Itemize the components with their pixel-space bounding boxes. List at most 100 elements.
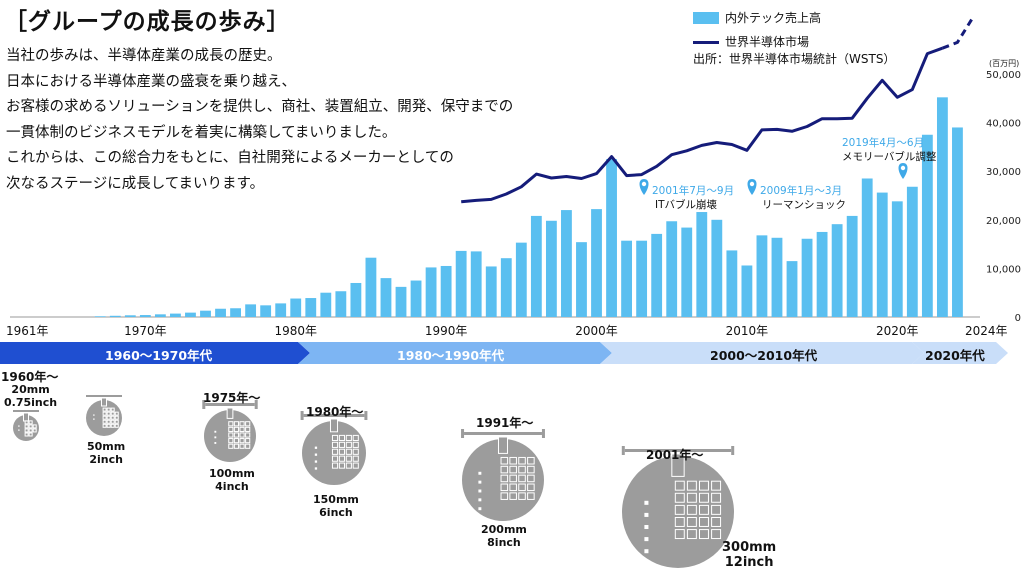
wafer-die — [674, 504, 685, 515]
sales-bar — [455, 250, 467, 317]
wafer-die — [509, 474, 517, 483]
wafer-year-4: 1980年～ — [306, 405, 364, 419]
legend-line-label: 世界半導体市場 — [725, 35, 810, 49]
sales-bar — [756, 235, 768, 317]
market-line — [461, 46, 943, 204]
sales-bar — [891, 201, 903, 317]
sales-bar — [771, 237, 783, 317]
wafer-die — [102, 411, 107, 416]
sales-bar — [275, 303, 287, 317]
sales-bar — [170, 313, 181, 317]
wafer-die — [518, 465, 526, 474]
wafer-dot — [644, 537, 649, 542]
location-pin-dot — [900, 165, 906, 171]
wafer-dot — [314, 467, 318, 470]
sales-bar — [696, 212, 708, 317]
sales-bar — [861, 178, 873, 317]
sales-bar — [485, 266, 497, 317]
sales-bar — [139, 315, 151, 317]
x-tick-label: 1970年 — [124, 324, 167, 338]
wafer-die — [331, 455, 339, 462]
wafer-die — [686, 529, 697, 540]
annotation-label: 2019年4月～6月 — [842, 136, 924, 149]
wafer-arm — [13, 410, 39, 412]
description-line: お客様の求めるソリューションを提供し、商社、装置組立、開発、保守までの — [6, 99, 514, 116]
sales-bar — [290, 298, 302, 317]
wafer-die — [527, 483, 535, 492]
description-block: 当社の歩みは、半導体産業の成長の歴史。 日本における半導体産業の盛衰を乗り越え、… — [6, 44, 513, 198]
description-line: 当社の歩みは、半導体産業の成長の歴史。 — [6, 48, 282, 64]
era-band-4 — [912, 342, 1008, 364]
sales-bar — [711, 219, 723, 317]
wafer-die — [500, 483, 509, 492]
wafer-die — [527, 492, 535, 500]
wafer-die — [106, 411, 111, 416]
wafer-die — [110, 423, 115, 428]
legend-bar-swatch — [693, 12, 719, 24]
location-pin-icon — [747, 179, 757, 195]
wafer-die — [518, 456, 526, 465]
sales-bar — [305, 298, 317, 317]
sales-bar — [380, 278, 392, 317]
wafer-die — [674, 480, 685, 491]
y-tick-label: 40,000 — [986, 119, 1021, 130]
x-tick-label: 1961年 — [6, 324, 49, 338]
wafer-die — [24, 432, 29, 437]
wafer-dot — [478, 507, 482, 511]
wafer-dot — [314, 446, 318, 449]
wafer-dot — [314, 460, 318, 463]
wafer-die — [345, 448, 352, 455]
wafer-die — [331, 448, 339, 455]
wafer-die — [674, 492, 685, 503]
wafer-die — [352, 455, 359, 462]
wafer-die — [699, 492, 709, 503]
wafer-die — [352, 462, 359, 469]
wafer-die — [114, 423, 119, 428]
annotation-label: 2009年1月～3月 — [760, 184, 842, 197]
annotation-sub: リーマンショック — [762, 199, 846, 211]
sales-bar — [200, 310, 211, 317]
wafer-dot — [214, 436, 217, 439]
wafer-dot — [644, 549, 649, 554]
wafer-arm-end — [461, 429, 465, 438]
x-tick-label: 1980年 — [274, 324, 317, 338]
wafer-die — [527, 456, 535, 465]
wafer-die — [345, 434, 352, 442]
wafer-die — [233, 438, 240, 444]
wafer-disc — [302, 421, 366, 485]
sales-bar — [515, 242, 527, 317]
wafer-die — [500, 492, 509, 500]
wafer-die — [500, 456, 509, 465]
sales-bar — [410, 280, 422, 317]
description-line: これからは、この総合力をもとに、自社開発によるメーカーとしての — [6, 150, 454, 167]
legend-source: 出所：世界半導体市場統計（WSTS） — [693, 52, 896, 66]
wafer-die — [106, 423, 111, 428]
wafer-arm-end — [254, 400, 258, 409]
wafer-die — [24, 428, 29, 433]
wafer-die — [102, 415, 107, 420]
annotation-sub: ITバブル崩壊 — [655, 198, 718, 211]
wafer-head — [497, 436, 509, 454]
wafer-dot — [314, 453, 318, 456]
wafer-die — [233, 443, 240, 449]
chart-legend: 内外テック売上高 世界半導体市場 出所：世界半導体市場統計（WSTS） — [693, 8, 895, 66]
sales-bar — [846, 215, 858, 317]
wafer-dot — [18, 429, 20, 431]
wafer-dot — [18, 425, 20, 427]
sales-bar — [666, 221, 678, 317]
sales-bar — [260, 305, 272, 317]
sales-bar — [440, 265, 452, 317]
wafer-arm-end — [202, 400, 206, 409]
wafer-die — [331, 434, 339, 442]
wafer-die — [352, 434, 359, 442]
wafer-die — [102, 407, 107, 412]
wafer-die — [699, 504, 709, 515]
description-line: 日本における半導体産業の盛衰を乗り越え、 — [6, 73, 296, 90]
wafer-head — [23, 412, 29, 422]
wafer-size-4: 150mm 6inch — [313, 493, 359, 519]
wafer-die — [686, 504, 697, 515]
sales-bar — [245, 304, 257, 317]
sales-bar — [591, 209, 602, 317]
wafer-die — [110, 411, 115, 416]
wafer-die — [28, 424, 33, 429]
